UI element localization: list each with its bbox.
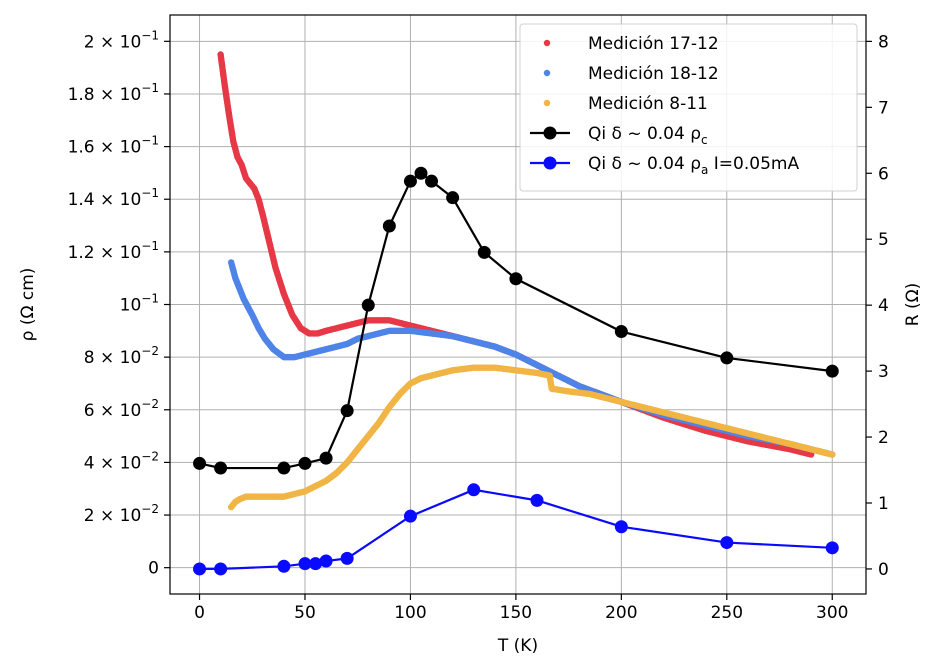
y-left-tick-label: 1.6 × 10−1 [68,134,159,158]
legend-label: Medición 8-11 [588,94,708,114]
series-3-points [227,364,836,511]
series-marker [530,493,544,507]
y-right-tick-label: 8 [878,32,889,52]
y-right-tick-label: 3 [878,362,889,382]
y-right-axis-ticks: 0 1 2 3 4 5 6 7 8 [866,32,889,580]
y-left-tick-label: 1.8 × 10−1 [68,81,159,105]
series-marker [403,174,417,188]
series-marker [214,461,228,475]
legend-marker [543,156,557,170]
x-axis-label: T (K) [497,636,538,656]
y-right-tick-label: 1 [878,494,889,514]
x-axis-ticks: 0 50 100 150 200 250 300 [194,594,848,623]
series-marker [720,351,734,365]
x-tick-label: 50 [294,603,316,623]
y-left-axis-label: ρ (Ω cm) [18,268,38,342]
y-left-tick-label: 4 × 10−2 [84,449,159,473]
legend-item: Medición 18-12 [543,64,719,84]
series-2-points [227,259,836,458]
series-marker [309,557,323,571]
series-marker [720,536,734,550]
series-marker [446,191,460,205]
series-marker [382,219,396,233]
y-right-tick-label: 5 [878,230,889,250]
y-right-tick-label: 6 [878,164,889,184]
scatter-layer [217,51,836,511]
y-left-tick-label: 0 [148,559,159,579]
y-right-tick-label: 0 [878,560,889,580]
y-left-tick-label: 6 × 10−2 [84,397,159,421]
x-tick-label: 200 [605,603,637,623]
y-left-tick-label: 2 × 10−1 [84,28,159,52]
series-1-points [217,51,815,458]
legend-box [519,23,858,192]
series-marker [298,456,312,470]
legend-item: Medición 17-12 [543,34,719,54]
series-marker [340,404,354,418]
line-series-2 [193,483,839,576]
legend-item: Qi δ ~ 0.04 ρc [530,124,708,147]
series-marker [403,509,417,523]
series-marker [614,520,628,534]
series-marker [319,451,333,465]
series-marker [340,551,354,565]
y-right-tick-label: 4 [878,296,889,316]
legend-label: Medición 17-12 [588,34,719,54]
series-marker [509,272,523,286]
line-layer [193,166,839,576]
series-marker [277,461,291,475]
series-marker [298,557,312,571]
legend-item: Medición 8-11 [543,94,708,114]
series-marker [467,483,481,497]
y-right-tick-label: 2 [878,428,889,448]
series-marker [319,554,333,568]
series-marker [477,245,491,259]
y-right-tick-label: 7 [878,98,889,118]
series-marker [414,166,428,180]
x-tick-label: 0 [194,603,205,623]
series-marker [825,541,839,555]
x-tick-label: 300 [816,603,848,623]
legend: Medición 17-12 Medición 18-12 Medición 8-1… [519,23,858,192]
legend-marker [543,99,551,107]
data-point [829,451,836,458]
series-marker [361,298,375,312]
x-tick-label: 250 [711,603,743,623]
series-marker [193,562,207,576]
x-tick-label: 150 [500,603,532,623]
y-right-axis-label: R (Ω) [903,283,923,326]
legend-label: Medición 18-12 [588,64,719,84]
legend-marker [543,39,551,47]
x-tick-label: 100 [394,603,426,623]
legend-marker [543,69,551,77]
y-left-tick-label: 1.2 × 10−1 [68,239,159,263]
series-marker [614,325,628,339]
series-marker [825,364,839,378]
y-left-tick-label: 10−1 [120,292,159,316]
series-marker [193,456,207,470]
y-left-tick-label: 8 × 10−2 [84,344,159,368]
legend-label: Qi δ ~ 0.04 ρa I=0.05mA [588,154,799,177]
y-left-axis-ticks: 0 2 × 10−2 4 × 10−2 6 × 10−2 8 × 10−2 10−1 1.2… [68,28,170,579]
line-series-1 [193,166,839,475]
y-left-tick-label: 2 × 10−2 [84,502,159,526]
series-marker [425,174,439,188]
legend-item: Qi δ ~ 0.04 ρa I=0.05mA [530,154,799,177]
legend-label: Qi δ ~ 0.04 ρc [588,124,708,147]
series-marker [277,559,291,573]
series-marker [214,562,228,576]
y-left-tick-label: 1.4 × 10−1 [68,186,159,210]
legend-marker [543,126,557,140]
